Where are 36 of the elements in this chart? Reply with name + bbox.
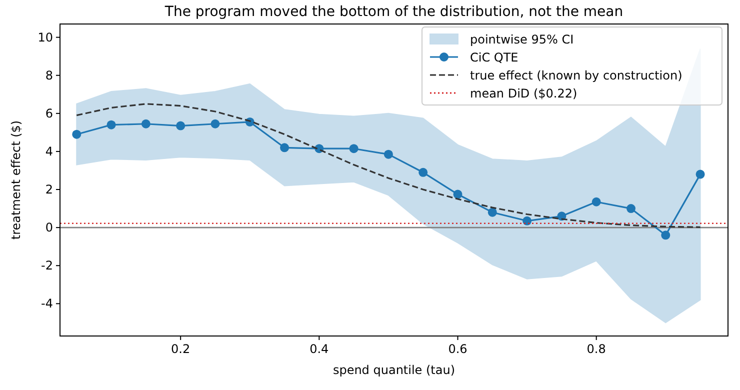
point xyxy=(141,119,150,128)
x-tick-label: 0.8 xyxy=(586,342,606,356)
point xyxy=(661,230,670,240)
point xyxy=(280,143,290,152)
point xyxy=(384,150,393,159)
point xyxy=(418,168,428,177)
x-axis-title: spend quantile (tau) xyxy=(332,363,456,377)
x-tick-label: 0.6 xyxy=(448,342,468,356)
point xyxy=(176,121,186,130)
legend-label: mean DiD ($0.22) xyxy=(470,86,578,100)
legend-label: true effect (known by construction) xyxy=(470,68,682,82)
y-tick-label: 6 xyxy=(45,106,53,120)
point xyxy=(72,130,82,139)
point xyxy=(522,216,532,226)
y-tick-label: 10 xyxy=(38,30,53,44)
y-tick-label: 4 xyxy=(45,144,53,158)
chart-title: The program moved the bottom of the distribution, not the mean xyxy=(164,4,624,20)
legend-label: CiC QTE xyxy=(470,50,518,64)
point xyxy=(696,170,705,179)
y-tick-label: 0 xyxy=(45,220,53,235)
x-tick-label: 0.2 xyxy=(171,342,190,356)
point xyxy=(210,119,220,128)
y-tick-label: 8 xyxy=(45,68,53,82)
y-tick-label: -4 xyxy=(41,296,53,311)
line-series xyxy=(76,103,702,228)
y-tick-label: -2 xyxy=(41,258,53,273)
y-axis-title: treatment effect ($) xyxy=(9,120,23,240)
point xyxy=(453,190,462,199)
point xyxy=(349,144,358,154)
point xyxy=(592,197,601,206)
y-tick-label: 2 xyxy=(45,182,53,197)
x-tick-label: 0.4 xyxy=(310,342,329,356)
annotation: pointwise 95% CI xyxy=(470,32,574,46)
point xyxy=(106,120,116,130)
point xyxy=(626,204,636,214)
point xyxy=(488,208,497,217)
